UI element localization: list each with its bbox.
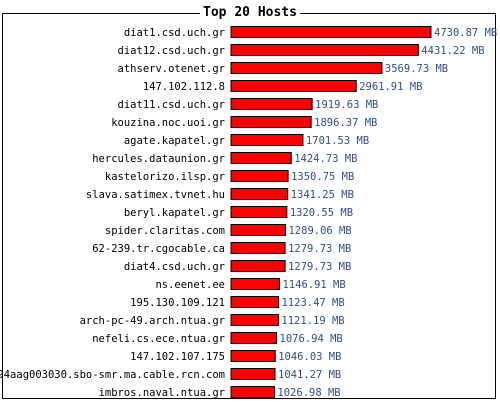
value-label: 1279.73 MB bbox=[288, 261, 351, 273]
value-label: 2961.91 MB bbox=[359, 81, 422, 93]
value-label: 1341.25 MB bbox=[291, 189, 354, 201]
host-bar bbox=[230, 152, 292, 164]
host-bar bbox=[230, 188, 289, 200]
host-label: ns.eenet.ee bbox=[155, 279, 225, 291]
host-label: diat4.csd.uch.gr bbox=[124, 261, 225, 273]
host-label: diat11.csd.uch.gr bbox=[118, 99, 225, 111]
host-label: athserv.otenet.gr bbox=[118, 63, 225, 75]
value-label: 1424.73 MB bbox=[294, 153, 357, 165]
host-label: arch-pc-49.arch.ntua.gr bbox=[80, 315, 225, 327]
value-label: 3569.73 MB bbox=[385, 63, 448, 75]
host-bar bbox=[230, 44, 419, 56]
value-label: 1046.03 MB bbox=[278, 351, 341, 363]
chart-title: Top 20 Hosts bbox=[200, 5, 300, 20]
host-label: slava.satimex.tvnet.hu bbox=[86, 189, 225, 201]
host-bar bbox=[230, 386, 275, 398]
value-label: 1896.37 MB bbox=[314, 117, 377, 129]
value-label: 1350.75 MB bbox=[291, 171, 354, 183]
host-label: diat1.csd.uch.gr bbox=[124, 27, 225, 39]
host-bar bbox=[230, 206, 288, 218]
host-bar bbox=[230, 98, 313, 110]
host-bar bbox=[230, 170, 289, 182]
host-bar bbox=[230, 26, 432, 38]
host-bar bbox=[230, 134, 304, 146]
host-label: hercules.dataunion.gr bbox=[92, 153, 225, 165]
host-bar bbox=[230, 80, 357, 92]
host-label: 147.102.112.8 bbox=[143, 81, 225, 93]
value-label: 1289.06 MB bbox=[288, 225, 351, 237]
value-label: 1076.94 MB bbox=[280, 333, 343, 345]
value-label: 1279.73 MB bbox=[288, 243, 351, 255]
host-bar bbox=[230, 296, 279, 308]
host-bar bbox=[230, 62, 383, 74]
host-label: beryl.kapatel.gr bbox=[124, 207, 225, 219]
host-label: agate.kapatel.gr bbox=[124, 135, 225, 147]
host-bar bbox=[230, 260, 286, 272]
host-label: diat12.csd.uch.gr bbox=[118, 45, 225, 57]
value-label: 4431.22 MB bbox=[421, 45, 484, 57]
host-label: kastelorizo.ilsp.gr bbox=[105, 171, 225, 183]
host-bar bbox=[230, 224, 286, 236]
host-label: 195.130.109.121 bbox=[130, 297, 225, 309]
value-label: 4730.87 MB bbox=[434, 27, 497, 39]
chart-title-wrap: Top 20 Hosts bbox=[0, 5, 500, 21]
host-label: 147.102.107.175 bbox=[130, 351, 225, 363]
value-label: 1041.27 MB bbox=[278, 369, 341, 381]
host-bar bbox=[230, 350, 276, 362]
host-bar bbox=[230, 368, 276, 380]
value-label: 1146.91 MB bbox=[282, 279, 345, 291]
host-label: spider.claritas.com bbox=[105, 225, 225, 237]
host-label: kouzina.noc.uoi.gr bbox=[111, 117, 225, 129]
host-bar bbox=[230, 332, 278, 344]
host-label: r94aag003030.sbo-smr.ma.cable.rcn.com bbox=[0, 369, 225, 381]
value-label: 1701.53 MB bbox=[306, 135, 369, 147]
host-label: nefeli.cs.ece.ntua.gr bbox=[92, 333, 225, 345]
value-label: 1121.19 MB bbox=[281, 315, 344, 327]
host-bar bbox=[230, 242, 286, 254]
host-label: 62-239.tr.cgocable.ca bbox=[92, 243, 225, 255]
value-label: 1320.55 MB bbox=[290, 207, 353, 219]
value-label: 1919.63 MB bbox=[315, 99, 378, 111]
host-bar bbox=[230, 278, 280, 290]
value-label: 1026.98 MB bbox=[277, 387, 340, 399]
host-label: imbros.naval.ntua.gr bbox=[99, 387, 225, 399]
host-bar bbox=[230, 116, 312, 128]
value-label: 1123.47 MB bbox=[281, 297, 344, 309]
host-bar bbox=[230, 314, 279, 326]
